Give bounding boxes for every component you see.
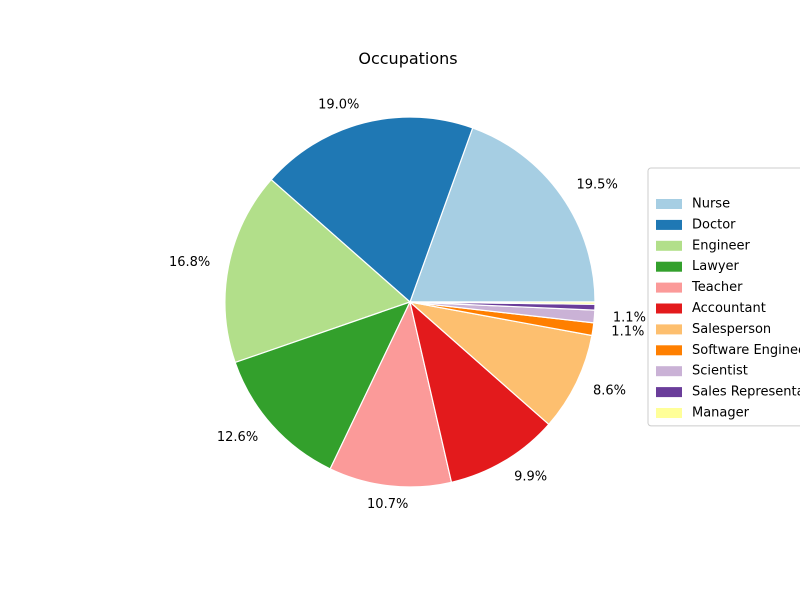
pie-slice-lawyer xyxy=(234,300,412,470)
legend-swatch-sales-representative xyxy=(656,387,682,398)
slice-label-salesperson: 8.6% xyxy=(593,384,626,399)
legend-label-manager: Manager xyxy=(692,406,750,421)
legend-swatch-accountant xyxy=(656,303,682,314)
pie-slice-accountant xyxy=(408,300,550,484)
percentage-labels: 19.5% 19.0% 16.8% 12.6% 10.7% 9.9% 8.6% 1.1%1.1… xyxy=(169,97,646,511)
slice-label-lawyer: 12.6% xyxy=(217,430,258,445)
slice-label-software-engineer: 1.1% xyxy=(611,324,644,339)
legend-swatch-scientist xyxy=(656,366,682,377)
pie-slice-teacher xyxy=(329,300,453,488)
legend-swatch-teacher xyxy=(656,282,682,293)
legend-swatch-salesperson xyxy=(656,324,682,335)
legend-label-accountant: Accountant xyxy=(692,301,766,316)
chart-title: Occupations xyxy=(358,49,457,68)
legend-swatch-doctor xyxy=(656,219,682,230)
pie-slice-nurse xyxy=(409,127,596,303)
slice-label-accountant: 9.9% xyxy=(514,469,547,484)
legend-swatch-nurse xyxy=(656,199,682,209)
legend-label-teacher: Teacher xyxy=(691,280,743,295)
pie-slice-manager xyxy=(409,301,596,305)
pie-slice-engineer xyxy=(224,178,412,364)
pie-slice-doctor xyxy=(270,116,474,304)
legend-label-salesperson: Salesperson xyxy=(692,322,771,337)
legend-swatch-lawyer xyxy=(656,261,682,272)
legend: Nurse Doctor Engineer Lawyer Teacher Accounta… xyxy=(647,167,800,427)
slice-label-doctor: 19.0% xyxy=(318,97,359,112)
legend-label-doctor: Doctor xyxy=(692,217,736,232)
slice-label-engineer: 16.8% xyxy=(169,255,210,270)
slice-label-nurse: 19.5% xyxy=(577,178,618,193)
legend-swatch-manager xyxy=(656,408,682,418)
legend-label-scientist: Scientist xyxy=(692,364,748,379)
legend-frame xyxy=(647,167,800,427)
legend-label-lawyer: Lawyer xyxy=(692,259,740,274)
legend-label-sales-representative: Sales Representative xyxy=(692,385,800,400)
legend-label-software-engineer: Software Engineer xyxy=(692,343,800,358)
pie-slice-salesperson xyxy=(407,301,593,426)
slice-label-teacher: 10.7% xyxy=(367,497,408,512)
pie-slices xyxy=(224,116,596,488)
legend-label-engineer: Engineer xyxy=(692,238,751,253)
slice-label-scientist: 1.1% xyxy=(613,311,646,326)
legend-swatch-software-engineer xyxy=(656,345,682,356)
legend-label-nurse: Nurse xyxy=(692,197,730,212)
legend-swatch-engineer xyxy=(656,240,682,251)
